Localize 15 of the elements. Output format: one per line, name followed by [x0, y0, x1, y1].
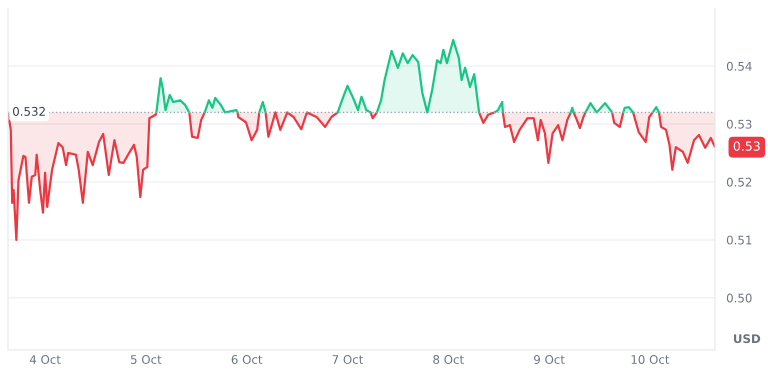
- x-tick-label: 4 Oct: [30, 355, 61, 364]
- annotation: 0.53: [734, 141, 760, 151]
- x-tick-label: 5 Oct: [130, 355, 162, 364]
- x-tick-label: 6 Oct: [232, 355, 262, 364]
- y-tick-label: 0.52: [726, 178, 752, 187]
- y-axis-title: USD: [734, 334, 760, 344]
- x-tick-label: 9 Oct: [534, 355, 565, 364]
- y-tick-label: 0.51: [726, 236, 752, 245]
- x-tick-label: 10 Oct: [632, 355, 670, 364]
- y-tick-label: 0.50: [726, 294, 752, 302]
- y-tick-label: 0.53: [726, 120, 752, 129]
- y-tick-label: 0.54: [726, 62, 752, 71]
- ref-line-label: 0.532: [13, 106, 45, 116]
- x-tick-label: 8 Oct: [433, 355, 464, 364]
- x-tick-label: 7 Oct: [332, 355, 364, 364]
